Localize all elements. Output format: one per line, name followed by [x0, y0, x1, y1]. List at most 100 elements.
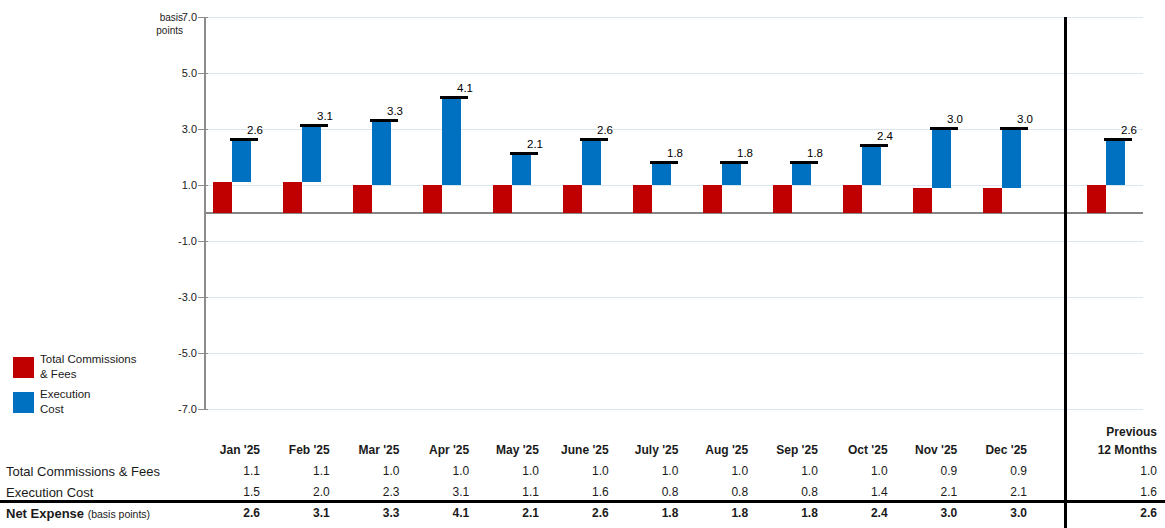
bar-execution-cost: [1106, 140, 1125, 185]
bar-total-value-label: 4.1: [435, 81, 495, 95]
table-cell-previous: 1.6: [1079, 485, 1157, 500]
y-axis-tick: [198, 353, 208, 355]
net-expense-total-marker: [1000, 127, 1028, 130]
net-expense-divider-line: [0, 500, 1165, 503]
table-col-header: Aug '25: [684, 443, 748, 458]
bar-execution-cost: [232, 140, 251, 182]
table-cell: 1.8: [684, 506, 748, 521]
y-axis-unit-line2: points: [123, 24, 183, 37]
table-cell: 1.0: [824, 464, 888, 479]
table-cell: 1.0: [475, 464, 539, 479]
y-axis-tick-label: 3.0: [150, 122, 197, 136]
table-cell: 3.1: [266, 506, 330, 521]
table-col-header: Nov '25: [893, 443, 957, 458]
bar-total-commissions-fees: [913, 188, 932, 213]
table-cell: 1.5: [196, 485, 260, 500]
net-expense-total-marker: [580, 138, 608, 141]
legend-label-line: Execution: [40, 387, 91, 402]
net-expense-note-text: (basis points): [88, 508, 150, 520]
table-cell: 1.0: [545, 464, 609, 479]
table-cell: 1.8: [614, 506, 678, 521]
net-expense-total-marker: [440, 96, 468, 99]
y-axis-tick-label: -5.0: [150, 346, 197, 360]
legend-label-execution-cost: Execution Cost: [40, 387, 91, 417]
bar-total-commissions-fees: [983, 188, 1002, 213]
table-cell: 3.0: [893, 506, 957, 521]
table-cell: 2.0: [266, 485, 330, 500]
table-cell: 2.6: [545, 506, 609, 521]
y-axis-tick-label: 7.0: [150, 10, 197, 24]
bar-total-commissions-fees: [633, 185, 652, 213]
table-cell: 0.9: [963, 464, 1027, 479]
table-cell: 1.4: [824, 485, 888, 500]
legend-label-line: Total Commissions: [40, 352, 137, 367]
gridline: [205, 73, 1143, 74]
bar-total-value-label: 2.4: [855, 129, 915, 143]
bar-total-commissions-fees: [353, 185, 372, 213]
y-axis-tick: [198, 409, 208, 411]
bar-total-commissions-fees: [773, 185, 792, 213]
y-axis-tick-label: 1.0: [150, 178, 197, 192]
bar-total-value-label: 3.0: [925, 112, 985, 126]
table-col-header: Dec '25: [963, 443, 1027, 458]
table-cell: 2.1: [475, 506, 539, 521]
net-expense-total-marker: [930, 127, 958, 130]
bar-total-value-label: 1.8: [715, 146, 775, 160]
bar-total-commissions-fees: [283, 182, 302, 213]
legend-label-line: & Fees: [40, 367, 137, 382]
legend-swatch-total-commissions: [13, 357, 34, 378]
table-cell: 1.0: [614, 464, 678, 479]
net-expense-label: Net Expense: [6, 506, 84, 521]
bar-execution-cost: [1002, 129, 1021, 188]
net-expense-total-marker: [790, 161, 818, 164]
bar-total-commissions-fees: [213, 182, 232, 213]
bar-execution-cost: [582, 140, 601, 185]
table-col-header-previous-line2: 12 Months: [1079, 443, 1157, 458]
y-axis-tick-label: 5.0: [150, 66, 197, 80]
table-row-label-total-commissions: Total Commissions & Fees: [6, 464, 160, 479]
table-col-header: Mar '25: [335, 443, 399, 458]
table-cell: 1.0: [684, 464, 748, 479]
table-cell: 0.9: [893, 464, 957, 479]
bar-total-value-label: 2.6: [1099, 123, 1159, 137]
y-axis-tick: [198, 297, 208, 299]
y-axis-tick: [198, 241, 208, 243]
bar-execution-cost: [652, 163, 671, 185]
gridline: [205, 409, 1143, 410]
bar-total-value-label: 3.3: [365, 104, 425, 118]
table-cell: 2.6: [196, 506, 260, 521]
table-col-header: Oct '25: [824, 443, 888, 458]
net-expense-total-marker: [510, 152, 538, 155]
gridline: [205, 17, 1143, 18]
net-expense-total-marker: [860, 144, 888, 147]
bar-execution-cost: [792, 163, 811, 185]
gridline: [205, 241, 1143, 242]
net-expense-total-marker: [650, 161, 678, 164]
y-axis-tick-label: -3.0: [150, 290, 197, 304]
table-cell: 0.8: [754, 485, 818, 500]
y-axis-tick: [198, 129, 208, 131]
table-col-header: Apr '25: [405, 443, 469, 458]
table-row-label-execution-cost: Execution Cost: [6, 485, 93, 500]
bar-execution-cost: [862, 146, 881, 185]
table-col-header-previous-line1: Previous: [1079, 425, 1157, 440]
table-col-header: June '25: [545, 443, 609, 458]
net-expense-chart-page: basis points 7.05.03.01.0-1.0-3.0-5.0-7.…: [0, 0, 1165, 528]
y-axis-tick: [198, 73, 208, 75]
net-expense-total-marker: [720, 161, 748, 164]
bar-total-commissions-fees: [843, 185, 862, 213]
table-col-header: May '25: [475, 443, 539, 458]
bar-execution-cost: [372, 121, 391, 185]
table-cell: 3.3: [335, 506, 399, 521]
bar-total-value-label: 1.8: [785, 146, 845, 160]
table-cell: 1.1: [475, 485, 539, 500]
bar-total-commissions-fees: [423, 185, 442, 213]
net-expense-total-marker: [1104, 138, 1132, 141]
table-cell: 1.6: [545, 485, 609, 500]
bar-total-commissions-fees: [493, 185, 512, 213]
table-cell: 1.1: [266, 464, 330, 479]
y-axis-line: [204, 17, 206, 409]
table-cell: 0.8: [684, 485, 748, 500]
legend-swatch-execution-cost: [13, 392, 34, 413]
table-cell: 2.3: [335, 485, 399, 500]
